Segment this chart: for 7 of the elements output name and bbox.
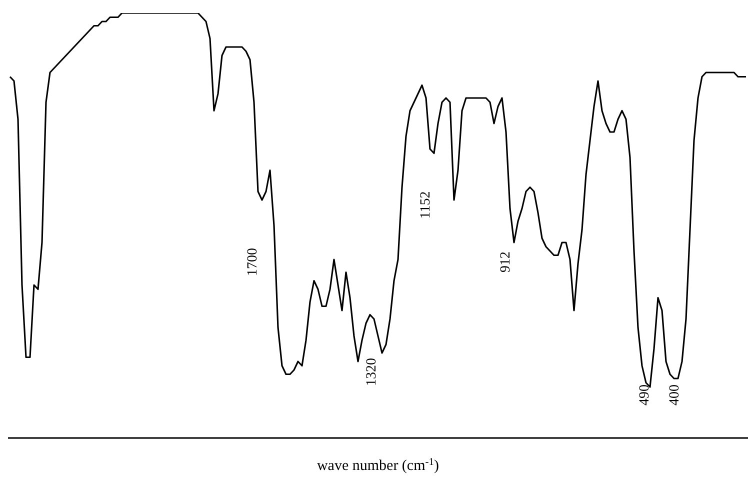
annotation: 1152 (418, 191, 434, 219)
annotation: 1320 (364, 358, 380, 386)
annotation: 400 (668, 384, 682, 406)
annotation: 912 (498, 252, 514, 272)
x-axis-title: wave number (cm$^{-1}$) (316, 456, 440, 474)
annotation: 490 (638, 384, 652, 406)
annotation: 1700 (246, 248, 260, 276)
